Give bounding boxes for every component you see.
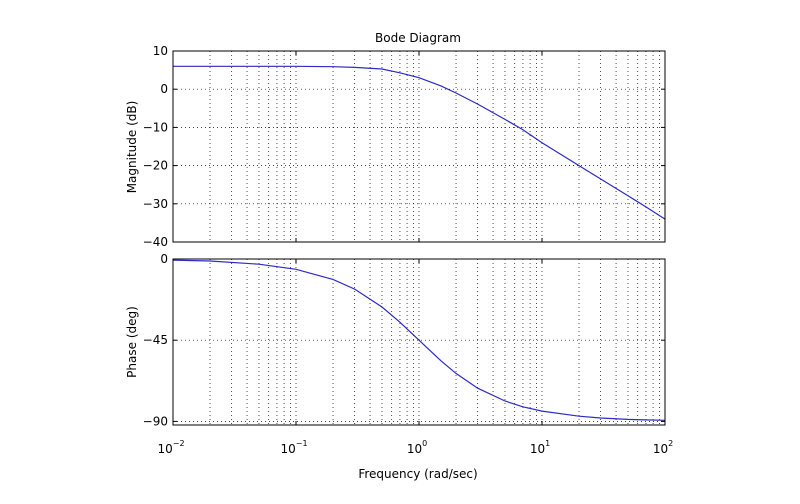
phase-y-axis-label: Phase (deg)	[125, 306, 139, 378]
phase-y-tick-label: −90	[143, 414, 168, 428]
phase-y-tick-label: 0	[160, 252, 168, 266]
chart-title: Bode Diagram	[375, 31, 461, 45]
magnitude-series-line	[173, 65, 666, 220]
x-axis-label: Frequency (rad/sec)	[358, 467, 477, 481]
x-tick-label: 102	[653, 439, 673, 456]
phase-series-line	[172, 259, 666, 421]
magnitude-y-tick-label: −40	[143, 235, 168, 249]
magnitude-y-tick-label: −10	[143, 120, 168, 134]
magnitude-y-tick-label: −20	[143, 159, 168, 173]
x-tick-label: 100	[407, 439, 427, 456]
magnitude-y-tick-label: 0	[160, 82, 168, 96]
phase-y-tick-label: −45	[143, 333, 168, 347]
phase-panel: 0 −45 −90	[143, 252, 666, 428]
magnitude-y-tick-label: 10	[153, 44, 168, 58]
x-tick-label: 10−1	[280, 439, 307, 456]
magnitude-y-tick-label: −30	[143, 197, 168, 211]
magnitude-panel: 10 0 −10 −20 −30 −40	[143, 44, 666, 249]
x-tick-label: 10−2	[157, 439, 184, 456]
x-tick-label: 101	[530, 439, 550, 456]
magnitude-y-axis-label: Magnitude (dB)	[125, 101, 139, 194]
